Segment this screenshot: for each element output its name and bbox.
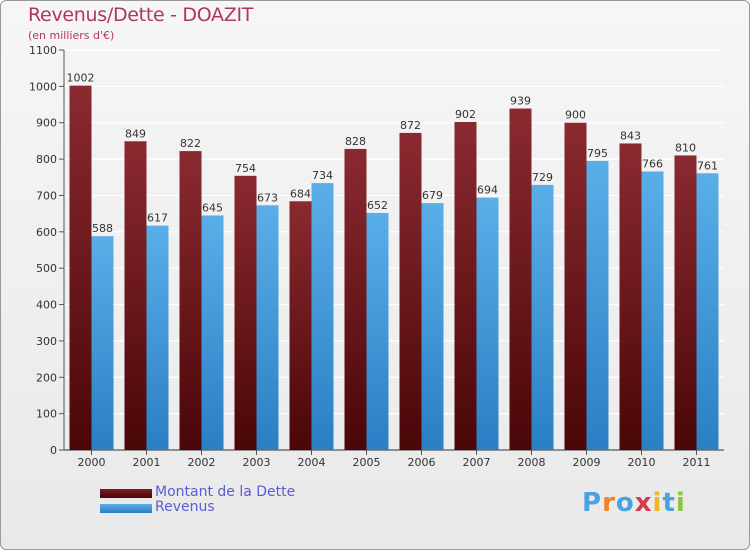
data-label-revenus: 673 [257, 191, 278, 204]
y-tick-label: 500 [36, 262, 57, 275]
grid-lines [64, 49, 724, 451]
bar-dette [454, 122, 477, 450]
data-label-dette: 822 [180, 137, 201, 150]
bar-dette [564, 122, 587, 451]
data-label-revenus: 761 [697, 159, 718, 172]
bar-revenus [256, 205, 279, 450]
x-tick-label: 2010 [628, 456, 656, 469]
legend-label-revenus: Revenus [155, 499, 215, 515]
bar-revenus [146, 225, 169, 450]
data-label-dette: 939 [510, 95, 531, 108]
logo-letter: i [652, 488, 663, 518]
y-tick-label: 700 [36, 189, 57, 202]
y-tick-label: 400 [36, 299, 57, 312]
bar-revenus [696, 173, 719, 451]
x-tick-label: 2001 [133, 456, 161, 469]
y-tick-label: 1000 [29, 80, 57, 93]
x-tick-label: 2008 [518, 456, 546, 469]
logo-letter: i [675, 488, 686, 518]
data-label-revenus: 729 [532, 171, 553, 184]
legend-swatch-revenus [100, 504, 152, 513]
data-label-revenus: 617 [147, 212, 168, 225]
y-tick-label: 100 [36, 408, 57, 421]
bar-dette [234, 175, 257, 450]
bar-dette [509, 108, 532, 450]
bar-revenus [366, 212, 389, 450]
x-tick-label: 2000 [78, 456, 106, 469]
data-label-revenus: 652 [367, 199, 388, 212]
data-label-revenus: 795 [587, 147, 608, 160]
bar-dette [399, 132, 422, 450]
x-tick-label: 2004 [298, 456, 326, 469]
x-tick-label: 2009 [573, 456, 601, 469]
data-label-revenus: 679 [422, 189, 443, 202]
data-label-dette: 843 [620, 129, 641, 142]
data-label-revenus: 766 [642, 157, 663, 170]
y-tick-label: 900 [36, 117, 57, 130]
data-label-revenus: 588 [92, 222, 113, 235]
data-label-dette: 828 [345, 135, 366, 148]
y-tick-label: 300 [36, 335, 57, 348]
bar-dette [69, 85, 92, 451]
bar-revenus [311, 183, 334, 450]
data-label-revenus: 694 [477, 184, 498, 197]
x-tick-label: 2005 [353, 456, 381, 469]
chart-title: Revenus/Dette - DOAZIT [28, 4, 254, 26]
data-label-revenus: 645 [202, 201, 223, 214]
legend-label-dette: Montant de la Dette [155, 484, 296, 500]
y-tick-label: 200 [36, 371, 57, 384]
data-label-dette: 684 [290, 187, 311, 200]
bar-revenus [91, 236, 114, 450]
bar-revenus [586, 160, 609, 450]
logo-letter: P [582, 488, 603, 518]
bar-revenus [421, 203, 444, 450]
data-label-dette: 872 [400, 119, 421, 132]
data-label-dette: 900 [565, 109, 586, 122]
bar-dette [179, 151, 202, 450]
bar-dette [344, 148, 367, 450]
data-label-dette: 902 [455, 108, 476, 121]
y-tick-label: 600 [36, 226, 57, 239]
bars [69, 85, 719, 451]
y-tick-label: 1100 [29, 44, 57, 57]
bar-dette [289, 201, 312, 450]
data-label-dette: 810 [675, 141, 696, 154]
logo-letter: t [662, 488, 676, 518]
data-label-dette: 1002 [67, 72, 95, 85]
axes: 0 100 200 300 400 500 600 700 800 900 1000 1100 2000… [29, 44, 711, 469]
bar-dette [124, 141, 147, 451]
bar-revenus [531, 184, 554, 450]
bar-revenus [641, 171, 664, 451]
x-tick-label: 2003 [243, 456, 271, 469]
legend-swatch-dette [100, 489, 152, 498]
data-label-revenus: 734 [312, 169, 333, 182]
x-tick-label: 2011 [683, 456, 711, 469]
bar-revenus [476, 197, 499, 450]
chart-subtitle: (en milliers d'€) [28, 29, 115, 42]
x-tick-label: 2002 [188, 456, 216, 469]
logo-letter: r [602, 488, 616, 518]
bar-dette [619, 143, 642, 451]
bar-dette [674, 155, 697, 451]
data-label-dette: 849 [125, 127, 146, 140]
x-tick-label: 2007 [463, 456, 491, 469]
logo-letter: x [634, 488, 653, 518]
proxiti-logo: Proxiti [582, 488, 686, 518]
x-tick-label: 2006 [408, 456, 436, 469]
y-tick-label: 0 [50, 444, 57, 457]
y-tick-label: 800 [36, 153, 57, 166]
logo-letter: o [615, 488, 635, 518]
bar-revenus [201, 215, 224, 450]
data-label-dette: 754 [235, 162, 256, 175]
